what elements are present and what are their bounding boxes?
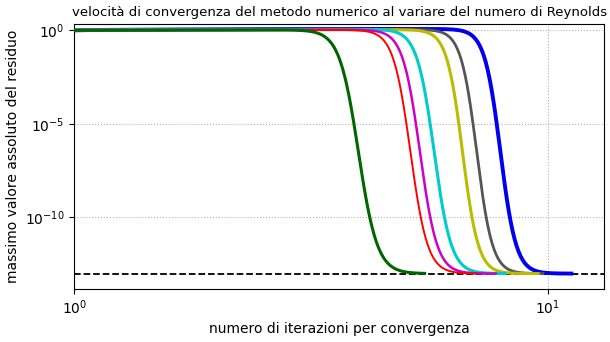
X-axis label: numero di iterazioni per convergenza: numero di iterazioni per convergenza	[209, 323, 470, 337]
Y-axis label: massimo valore assoluto del residuo: massimo valore assoluto del residuo	[5, 29, 20, 283]
Title: velocità di convergenza del metodo numerico al variare del numero di Reynolds: velocità di convergenza del metodo numer…	[72, 5, 607, 18]
